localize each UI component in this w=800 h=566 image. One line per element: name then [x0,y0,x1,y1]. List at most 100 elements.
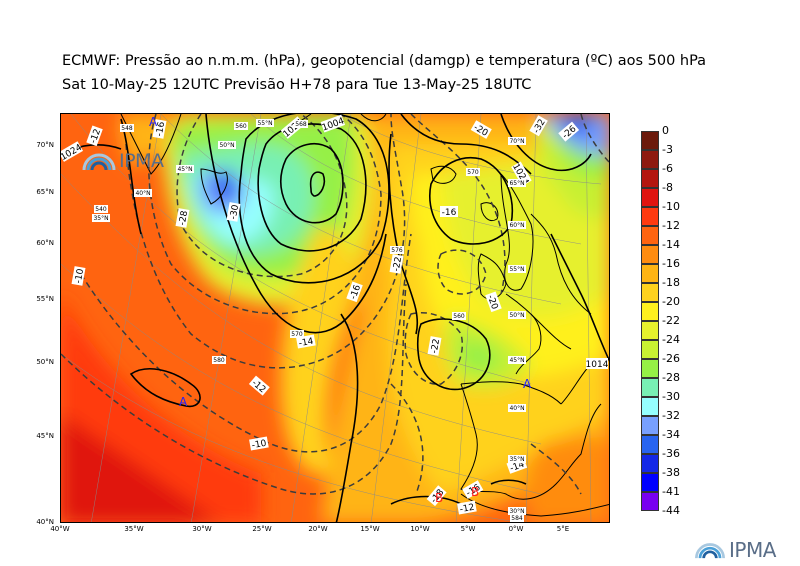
colorbar-cell [641,397,659,416]
colorbar-label: -26 [662,352,680,365]
svg-text:548: 548 [121,125,133,132]
svg-text:-22: -22 [430,338,442,354]
colorbar-label: -16 [662,257,680,270]
map-inset-logo: IPMA [82,150,164,172]
colorbar-label: -24 [662,333,680,346]
svg-text:-10: -10 [74,268,86,284]
graticule [61,114,602,522]
high-marker: A [149,115,158,129]
colorbar-cell [641,302,659,321]
svg-text:-14: -14 [509,460,526,475]
svg-text:-16: -16 [442,208,457,218]
ipma-logo-icon [695,543,725,559]
svg-text:-28: -28 [178,210,190,226]
lat-label: 50°N [36,358,54,366]
svg-text:65°N: 65°N [509,180,524,187]
svg-text:30°N: 30°N [509,508,524,515]
colorbar-label: -8 [662,181,673,194]
svg-text:70°N: 70°N [509,138,524,145]
title-line-2: Sat 10-May-25 12UTC Previsão H+78 para T… [62,77,532,93]
weather-map: 1024 1004 1024 1024 1014 -12 -16 -28 -30… [60,113,610,523]
lon-label: 40°W [50,525,70,533]
colorbar-label: -10 [662,200,680,213]
temperature-labels: -12 -16 -28 -30 -16 -14 -12 -10 -10 -22 … [71,115,580,515]
geopotential-labels: 568 560 548 540 570 570 580 560 576 584 [94,120,524,522]
svg-text:-14: -14 [298,337,314,349]
lat-label: 65°N [36,188,54,196]
svg-text:50°N: 50°N [509,312,524,319]
colorbar-cell [641,492,659,511]
colorbar-cell [641,245,659,264]
colorbar-cell [641,169,659,188]
svg-text:-12: -12 [89,128,103,145]
title-line-1: ECMWF: Pressão ao n.m.m. (hPa), geopoten… [62,53,707,69]
ipma-logo-icon [82,153,116,171]
lat-label: 70°N [36,141,54,149]
colorbar-label: -22 [662,314,680,327]
svg-text:40°N: 40°N [509,405,524,412]
colorbar-cell [641,283,659,302]
colorbar-cell [641,435,659,454]
low-marker: B [471,485,479,499]
lon-label: 5°W [460,525,476,533]
colorbar-label: -14 [662,238,680,251]
colorbar-cell [641,359,659,378]
colorbar-label: -38 [662,466,680,479]
svg-text:55°N: 55°N [257,120,272,127]
lat-label: 55°N [36,295,54,303]
lon-label: 20°W [308,525,328,533]
svg-text:570: 570 [291,331,303,338]
colorbar-label: -32 [662,409,680,422]
graticule-labels: 70°N 65°N 60°N 55°N 50°N 45°N 40°N 35°N … [92,119,526,515]
colorbar-cell [641,150,659,169]
svg-text:-10: -10 [251,439,267,451]
colorbar-cell [641,321,659,340]
svg-text:-22: -22 [392,256,404,272]
geopotential-contours [61,114,609,495]
svg-text:560: 560 [235,123,247,130]
svg-text:580: 580 [213,357,225,364]
svg-text:584: 584 [511,515,523,522]
colorbar-cell [641,454,659,473]
colorbar-label: 0 [662,124,669,137]
colorbar-cell [641,131,659,150]
svg-text:568: 568 [295,121,307,128]
colorbar-cell [641,226,659,245]
svg-text:-12: -12 [459,503,475,515]
lon-label: 10°W [410,525,430,533]
svg-text:50°N: 50°N [219,142,234,149]
svg-text:570: 570 [467,169,479,176]
colorbar-cell [641,264,659,283]
svg-text:576: 576 [391,247,403,254]
svg-text:540: 540 [95,206,107,213]
high-marker: A [523,377,532,391]
lat-label: 45°N [36,432,54,440]
colorbar-label: -28 [662,371,680,384]
lon-label: 15°W [360,525,380,533]
colorbar-label: -41 [662,485,680,498]
svg-text:60°N: 60°N [509,222,524,229]
lon-label: 35°W [124,525,144,533]
svg-text:-30: -30 [229,204,241,220]
colorbar-cell [641,416,659,435]
colorbar-label: -30 [662,390,680,403]
footer-logo: IPMA [694,538,776,562]
lon-label: 30°W [192,525,212,533]
colorbar-cell [641,207,659,226]
colorbar-cell [641,378,659,397]
svg-text:55°N: 55°N [509,266,524,273]
svg-text:560: 560 [453,313,465,320]
svg-text:40°N: 40°N [135,190,150,197]
svg-text:45°N: 45°N [509,357,524,364]
lon-label: 0°W [508,525,524,533]
colorbar-cell [641,340,659,359]
lat-label: 60°N [36,239,54,247]
colorbar-label: -36 [662,447,680,460]
high-marker: A [179,395,188,409]
colorbar-label: -44 [662,504,680,517]
svg-text:1014: 1014 [586,360,609,370]
low-marker: B [435,491,443,505]
lat-label: 40°N [36,518,54,526]
svg-text:35°N: 35°N [509,456,524,463]
svg-text:45°N: 45°N [177,166,192,173]
